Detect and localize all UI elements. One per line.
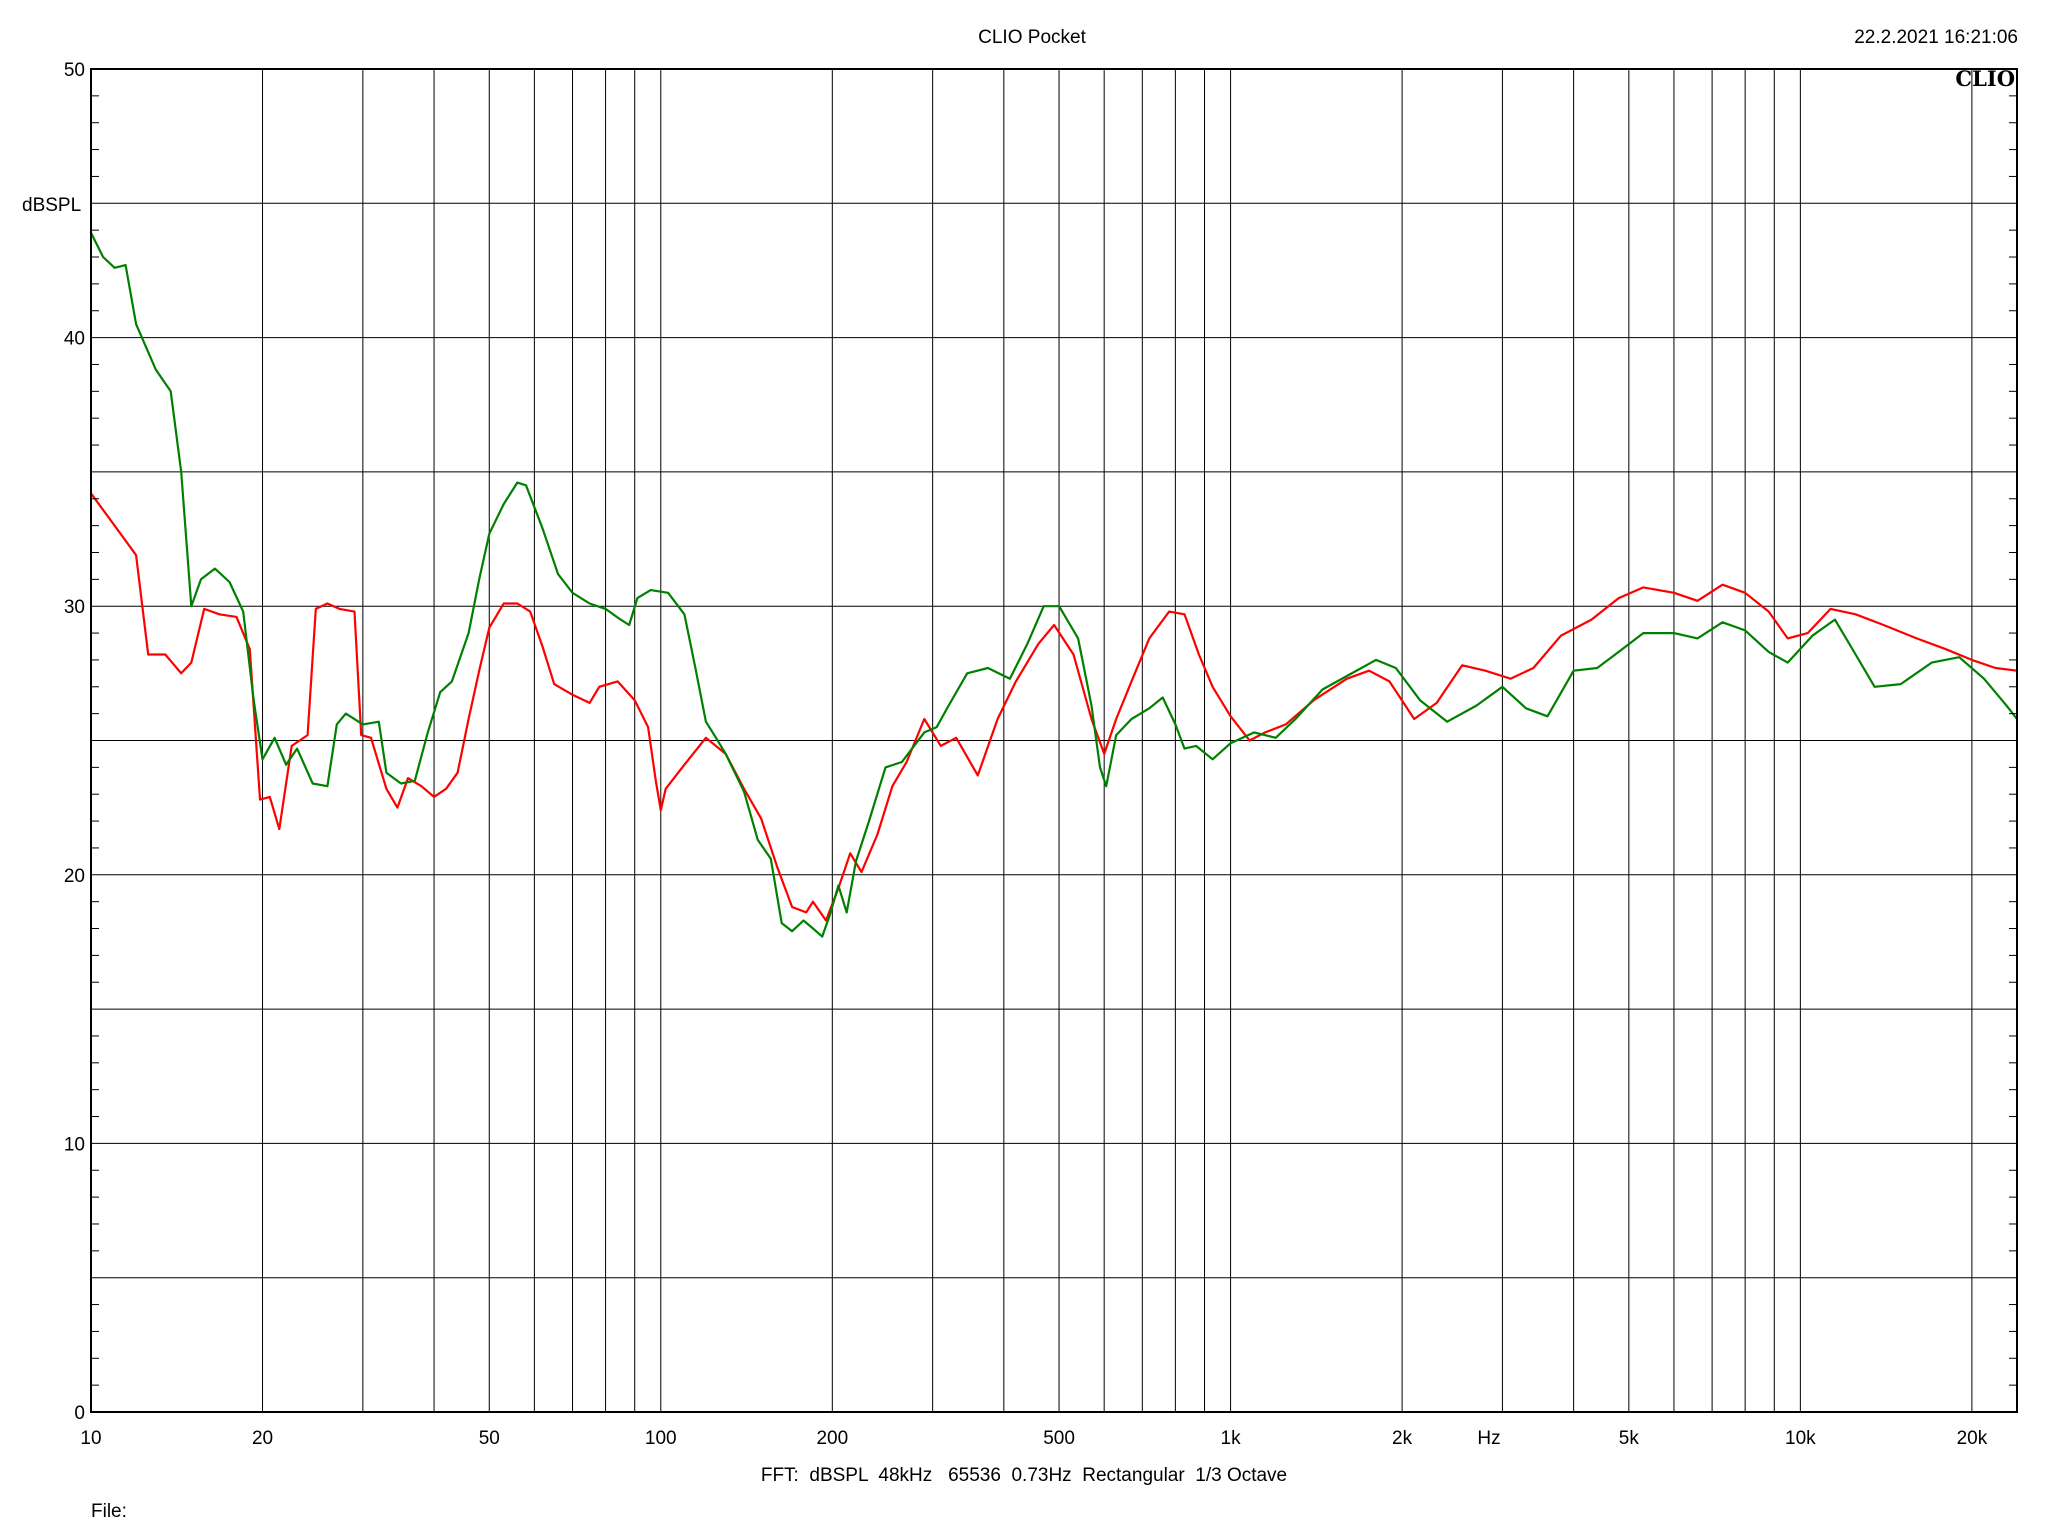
x-tick-label: 1k (1221, 1428, 1242, 1449)
y-tick-label: 40 (64, 329, 85, 350)
x-tick-label: 20 (252, 1428, 273, 1449)
x-tick-label: 200 (816, 1428, 848, 1449)
x-tick-label: 10 (80, 1428, 101, 1449)
x-axis-label: Hz (1477, 1428, 1500, 1449)
x-tick-label: 10k (1785, 1428, 1816, 1449)
y-tick-label: 0 (74, 1403, 85, 1424)
timestamp: 22.2.2021 16:21:06 (1854, 27, 2018, 48)
plot-frame (90, 68, 2018, 1413)
series-line-1 (89, 492, 2019, 922)
series-layer (89, 231, 2019, 938)
grid-major (91, 202, 2017, 1279)
x-tick-label: 20k (1957, 1428, 1988, 1449)
y-tick-label: 10 (64, 1134, 85, 1155)
y-tick-label: 50 (64, 60, 85, 81)
y-axis-label: dBSPL (22, 195, 81, 216)
x-tick-label: 5k (1619, 1428, 1640, 1449)
y-tick-label: 30 (64, 597, 85, 618)
window-title: CLIO Pocket (978, 27, 1086, 48)
x-tick-label: 100 (645, 1428, 677, 1449)
x-tick-label: 500 (1043, 1428, 1075, 1449)
fft-settings-line: FFT: dBSPL 48kHz 65536 0.73Hz Rectangula… (761, 1465, 1287, 1486)
right-ticks (91, 95, 2017, 1386)
y-tick-labels: 0 10 20 30 40 50 (64, 60, 85, 1424)
file-label: File: (91, 1501, 127, 1522)
x-tick-label: 50 (479, 1428, 500, 1449)
clio-logo: CLIO (1955, 66, 2015, 91)
y-tick-label: 20 (64, 866, 85, 887)
x-tick-label: 2k (1392, 1428, 1413, 1449)
series-line-2 (89, 231, 2019, 938)
x-tick-labels: 10 20 50 100 200 500 1k 2k 5k 10k 20k (80, 1428, 1987, 1449)
